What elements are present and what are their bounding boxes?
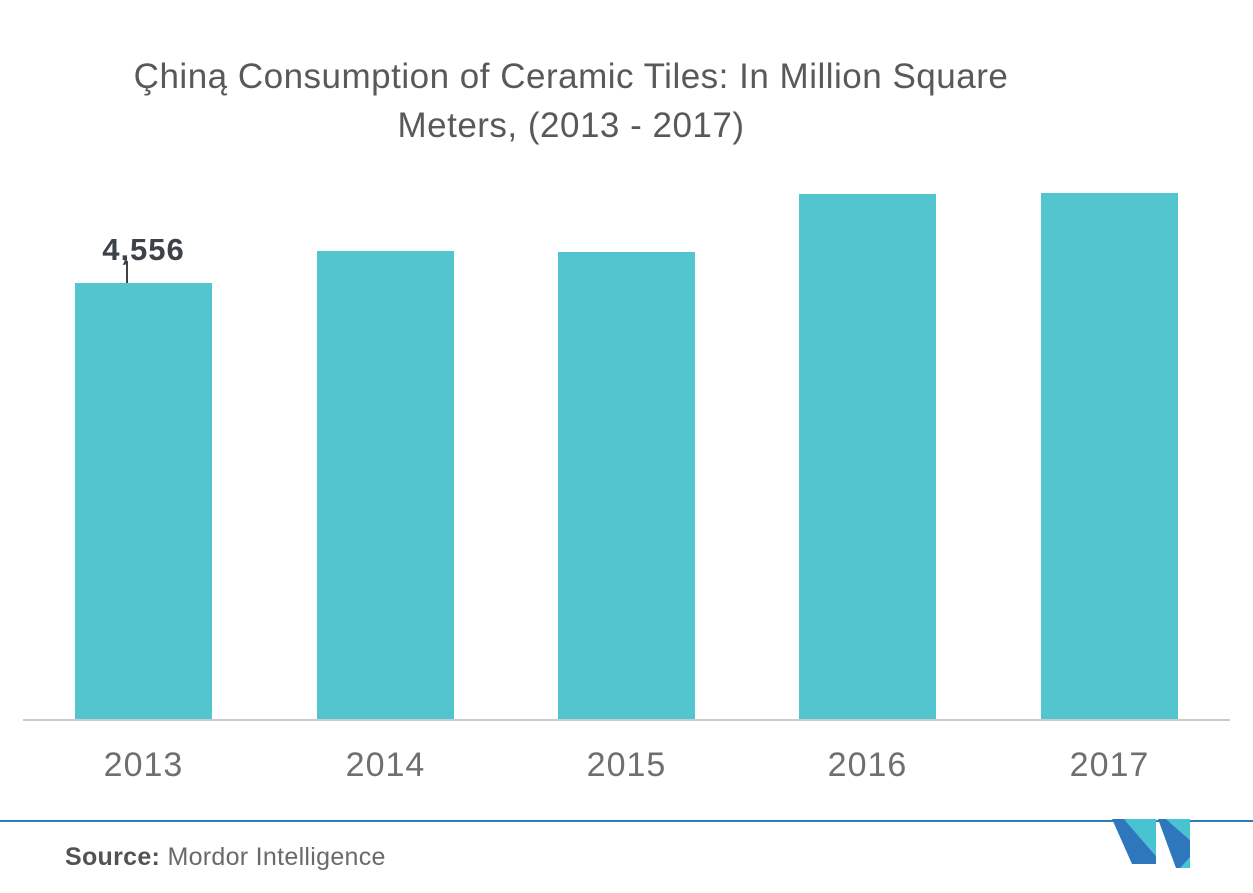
bar-2017 [1041, 193, 1178, 719]
bar-2015 [558, 252, 695, 719]
source-line: Source: Mordor Intelligence [65, 843, 386, 872]
mordor-intelligence-logo-icon [1112, 819, 1190, 868]
chart-title-line2: Meters, (2013 - 2017) [397, 106, 745, 145]
source-value: Mordor Intelligence [167, 843, 386, 871]
x-tick-2015: 2015 [586, 746, 667, 784]
logo-right-teal-triangle [1166, 819, 1190, 840]
x-tick-2014: 2014 [345, 746, 426, 784]
source-label: Source: [65, 843, 161, 871]
chart-title: Çhiną Consumption of Ceramic Tiles: In M… [0, 52, 1142, 150]
x-tick-2016: 2016 [827, 746, 908, 784]
logo-right-teal-tip [1180, 857, 1190, 868]
x-tick-2017: 2017 [1069, 746, 1150, 784]
bar-2013 [75, 283, 212, 719]
logo-left-teal-triangle [1124, 819, 1156, 856]
chart-title-line1: Çhiną Consumption of Ceramic Tiles: In M… [133, 57, 1009, 96]
x-tick-2013: 2013 [103, 746, 184, 784]
bar-2016 [799, 194, 936, 719]
logo-right-blue-ribbon [1158, 819, 1190, 868]
footer-divider-line [0, 820, 1253, 822]
logo-left-blue-ribbon [1112, 819, 1156, 864]
value-label-leader-line [126, 261, 128, 283]
x-axis-line [23, 719, 1230, 721]
bar-2014 [317, 251, 454, 719]
bar-value-label-2013: 4,556 [102, 232, 185, 267]
